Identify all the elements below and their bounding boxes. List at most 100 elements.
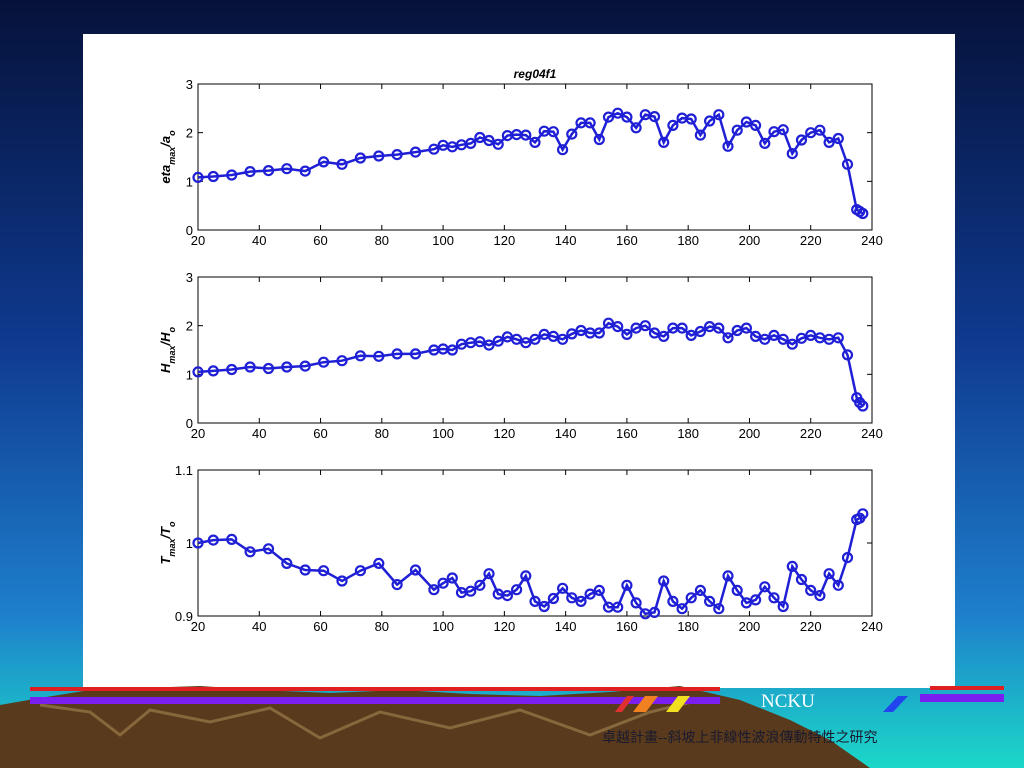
x-tick-label: 80: [375, 619, 389, 634]
data-point: [262, 543, 275, 555]
data-point: [795, 134, 808, 146]
x-tick-label: 20: [191, 619, 205, 634]
data-point: [602, 317, 615, 329]
x-tick-label: 60: [313, 426, 327, 441]
data-point: [244, 361, 256, 373]
data-point: [786, 338, 798, 350]
data-point: [584, 117, 596, 129]
y-axis-label-subscript: max: [167, 146, 177, 165]
data-point: [244, 546, 256, 558]
x-tick-label: 100: [432, 619, 454, 634]
y-axis-label-subscript: max: [167, 345, 177, 364]
data-point: [648, 110, 661, 123]
data-point: [428, 584, 440, 596]
y-tick-label: 1.1: [175, 463, 193, 478]
x-tick-label: 60: [313, 619, 327, 634]
data-point: [832, 132, 844, 145]
data-point: [676, 603, 688, 615]
x-tick-label: 80: [375, 233, 389, 248]
y-axis-label-part: /T: [158, 526, 173, 540]
data-point: [538, 600, 550, 613]
x-tick-label: 140: [555, 619, 577, 634]
data-point: [566, 592, 578, 604]
x-tick-label: 20: [191, 233, 205, 248]
data-point: [529, 595, 541, 608]
chart-1: 20 40 60 80 100 120 140 160 180 200 220 240 0 1 2 3 reg0…: [158, 67, 883, 248]
y-tick-label: 1: [186, 174, 193, 189]
data-point: [520, 337, 532, 349]
data-point: [749, 119, 762, 132]
data-point: [281, 163, 293, 175]
data-point: [832, 579, 844, 591]
chart-title: reg04f1: [514, 67, 557, 81]
y-axis-label-subscript: o: [167, 327, 177, 333]
y-tick-label: 2: [186, 319, 193, 334]
data-point: [740, 322, 753, 334]
y-axis-label-subscript: max: [167, 538, 177, 557]
data-point: [529, 333, 541, 345]
data-point: [281, 361, 293, 373]
y-axis-label-subscript: o: [167, 130, 177, 136]
y-axis-label-part: eta: [158, 165, 173, 184]
x-tick-label: 220: [800, 619, 822, 634]
data-point: [511, 584, 523, 596]
data-point: [630, 122, 642, 134]
data-point: [777, 600, 789, 613]
data-point: [759, 581, 771, 593]
data-point: [501, 589, 513, 602]
data-point: [391, 148, 403, 161]
x-tick-label: 120: [494, 619, 516, 634]
data-point: [685, 113, 697, 125]
y-axis-label-subscript: o: [167, 521, 177, 527]
data-point: [318, 565, 330, 577]
data-point: [409, 564, 422, 576]
data-point: [759, 333, 771, 345]
x-tick-label: 100: [432, 233, 454, 248]
data-point: [658, 575, 670, 587]
y-tick-label: 0: [186, 416, 193, 431]
plot-frame: [197, 276, 873, 424]
data-point: [814, 589, 826, 602]
y-tick-label: 3: [186, 77, 193, 92]
data-point: [318, 356, 330, 368]
data-point: [391, 578, 403, 591]
data-point: [621, 579, 633, 591]
data-point: [318, 156, 330, 168]
y-axis-label-part: H: [158, 363, 173, 373]
figure-panel: 20 40 60 80 100 120 140 160 180 200 220 240 0 1 2 3 reg0…: [83, 34, 955, 688]
x-tick-label: 200: [739, 233, 761, 248]
x-tick-label: 180: [677, 619, 699, 634]
x-tick-label: 140: [555, 426, 577, 441]
data-point: [409, 146, 422, 158]
x-tick-label: 220: [800, 426, 822, 441]
data-point: [777, 124, 789, 136]
data-point: [207, 170, 219, 183]
data-point: [483, 568, 495, 580]
data-point: [805, 584, 817, 597]
data-point: [566, 128, 578, 140]
data-point: [648, 606, 661, 619]
data-point: [354, 350, 366, 362]
data-point: [547, 592, 559, 605]
data-point: [814, 124, 826, 136]
data-point: [768, 592, 780, 604]
data-point: [336, 355, 348, 367]
data-point: [667, 119, 679, 132]
data-point: [857, 400, 869, 412]
data-point: [621, 111, 633, 123]
data-point: [667, 595, 679, 608]
data-point: [336, 575, 348, 587]
x-tick-label: 180: [677, 426, 699, 441]
data-point: [529, 136, 541, 149]
data-point: [722, 570, 734, 582]
y-tick-label: 1: [186, 536, 193, 551]
series-line: [197, 111, 864, 215]
data-point: [676, 322, 688, 334]
data-point: [373, 350, 385, 362]
data-point: [731, 124, 743, 136]
data-point: [207, 365, 219, 377]
data-point: [226, 533, 238, 545]
data-point: [612, 107, 624, 119]
data-point: [593, 133, 605, 146]
data-point: [262, 165, 275, 177]
